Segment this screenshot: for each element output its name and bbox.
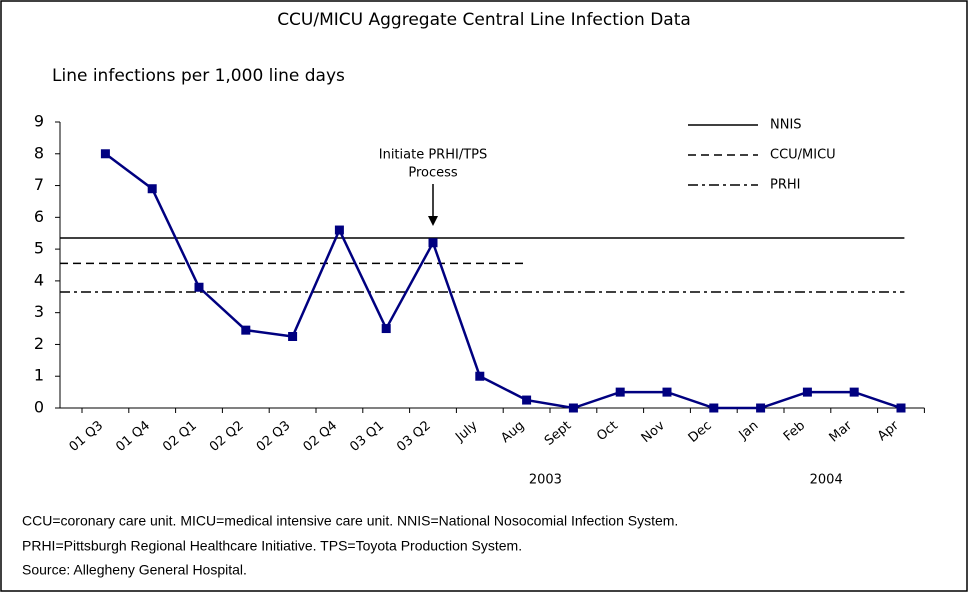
- x-tick-label: July: [452, 418, 481, 445]
- data-point: [802, 387, 812, 397]
- x-tick-label: Sept: [542, 418, 574, 449]
- y-axis-label: Line infections per 1,000 line days: [52, 66, 345, 86]
- annotation: Initiate PRHI/TPS: [379, 148, 487, 163]
- y-tick-label: 5: [34, 239, 44, 258]
- data-point: [522, 395, 532, 405]
- y-tick-label: 4: [34, 270, 44, 289]
- note: PRHI=Pittsburgh Regional Healthcare Init…: [22, 538, 522, 554]
- data-point: [241, 325, 251, 335]
- data-point: [194, 282, 204, 292]
- x-tick-label: 01 Q4: [113, 418, 153, 455]
- annotation: Process: [408, 166, 458, 181]
- y-tick-label: 9: [34, 112, 44, 131]
- x-tick-label: 02 Q3: [254, 418, 294, 455]
- data-point: [147, 184, 157, 194]
- x-tick-label: 02 Q4: [301, 418, 341, 455]
- note: Source: Allegheny General Hospital.: [22, 562, 247, 578]
- x-tick-label: Feb: [781, 418, 808, 444]
- series-line: [104, 152, 902, 410]
- legend-label: NNIS: [770, 118, 802, 133]
- data-point: [568, 403, 578, 413]
- x-tick-label: Jan: [736, 418, 762, 443]
- year-label: 2004: [810, 473, 843, 488]
- data-point: [896, 403, 906, 413]
- legend-label: PRHI: [770, 178, 800, 193]
- chart-title: CCU/MICU Aggregate Central Line Infectio…: [277, 10, 691, 30]
- x-tick-label: Nov: [639, 418, 668, 446]
- y-tick-label: 1: [34, 366, 44, 385]
- x-tick-label: 03 Q2: [394, 418, 434, 455]
- x-tick-label: 02 Q2: [207, 418, 247, 455]
- annotation-arrowhead: [428, 216, 438, 226]
- data-point: [381, 324, 391, 334]
- x-tick-label: Mar: [827, 418, 856, 446]
- data-point: [428, 238, 438, 248]
- x-tick-label: Apr: [875, 418, 902, 444]
- x-tick-label: 01 Q3: [67, 418, 107, 455]
- year-label: 2003: [529, 473, 562, 488]
- y-tick-label: 7: [34, 175, 44, 194]
- x-tick-label: 03 Q1: [347, 418, 387, 455]
- y-tick-label: 8: [34, 143, 44, 162]
- data-point: [334, 225, 344, 235]
- x-tick-label: Aug: [498, 418, 527, 446]
- y-tick-label: 2: [34, 334, 44, 353]
- data-point: [615, 387, 625, 397]
- data-point: [849, 387, 859, 397]
- y-tick-label: 0: [34, 398, 44, 417]
- x-tick-label: Dec: [686, 418, 715, 446]
- y-tick-label: 6: [34, 207, 44, 226]
- data-point: [756, 403, 766, 413]
- data-point: [709, 403, 719, 413]
- note: CCU=coronary care unit. MICU=medical int…: [22, 513, 678, 529]
- x-tick-label: 02 Q1: [160, 418, 200, 455]
- data-point: [475, 371, 485, 381]
- x-tick-label: Oct: [594, 418, 621, 444]
- data-point: [662, 387, 672, 397]
- data-point: [100, 149, 110, 159]
- data-point: [288, 332, 298, 341]
- y-tick-label: 3: [34, 302, 44, 321]
- legend-label: CCU/MICU: [770, 148, 836, 163]
